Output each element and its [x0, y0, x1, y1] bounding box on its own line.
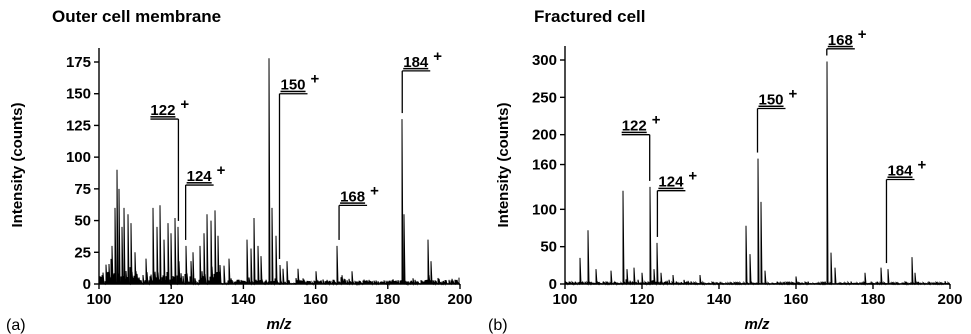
x-tick-label: 160 [783, 291, 808, 308]
annotation-label: 150 [281, 77, 306, 94]
y-tick-label: 0 [549, 276, 557, 293]
axes: 100 120 140 160 180 200 0 25 50 75 100 125 150 175 [66, 48, 473, 308]
peak-annotation-124: 124 + [184, 162, 226, 240]
y-axis-label: Intensity (counts) [9, 102, 26, 227]
x-axis-label: m/z [266, 316, 292, 333]
annotation-label: 122 [150, 102, 175, 119]
peak-annotation-184: 184 + [885, 156, 926, 264]
x-tick-label: 180 [375, 291, 400, 308]
annotation-label: 122 [622, 118, 647, 135]
annotation-charge: + [688, 168, 697, 185]
y-tick-label: 200 [532, 127, 557, 144]
y-tick-label: 160 [532, 157, 557, 174]
y-tick-label: 50 [74, 213, 91, 230]
x-tick-label: 100 [552, 291, 577, 308]
peak-annotation-150: 150 + [756, 86, 798, 153]
annotation-charge: + [858, 26, 867, 43]
y-tick-label: 100 [66, 149, 91, 166]
panel-label: (b) [488, 317, 508, 334]
peak-annotation-168: 168 + [338, 182, 379, 240]
x-tick-label: 120 [629, 291, 654, 308]
annotation-charge: + [433, 48, 442, 65]
peak-annotation-124: 124 + [656, 168, 697, 237]
y-tick-label: 175 [66, 54, 91, 71]
chart-marks: 100 120 140 160 180 200 0 50 100 160 200 250 300 122 +… [532, 26, 963, 308]
annotation-label: 124 [658, 174, 684, 191]
x-tick-label: 200 [937, 291, 962, 308]
peak-annotation-150: 150 + [278, 71, 320, 259]
x-tick-label: 100 [86, 291, 111, 308]
x-axis-label: m/z [744, 316, 770, 333]
annotation-charge: + [917, 156, 926, 173]
peak-annotation-168: 168 + [826, 26, 867, 56]
annotation-charge: + [311, 71, 320, 88]
y-tick-label: 75 [74, 181, 91, 198]
y-axis-label: Intensity (counts) [495, 102, 512, 227]
peak-annotation-122: 122 + [621, 112, 661, 181]
fractured-cell-chart: Fractured cell (b) Intensity (counts) m/… [488, 7, 963, 334]
y-tick-label: 100 [532, 201, 557, 218]
y-tick-label: 150 [66, 86, 91, 103]
y-tick-label: 125 [66, 117, 91, 134]
peak-annotation-184: 184 + [401, 48, 442, 114]
spectrum-panel-a: Outer cell membrane (a) Intensity (count… [0, 0, 485, 334]
x-tick-label: 160 [303, 291, 328, 308]
annotation-label: 184 [403, 54, 429, 71]
peak-annotation-122: 122 + [150, 96, 189, 221]
annotation-charge: + [789, 86, 798, 103]
x-tick-label: 120 [159, 291, 184, 308]
spectrum-panel-b: Fractured cell (b) Intensity (counts) m/… [486, 0, 971, 334]
x-tick-label: 180 [860, 291, 885, 308]
annotation-charge: + [217, 162, 226, 179]
outer-cell-membrane-chart: Outer cell membrane (a) Intensity (count… [6, 7, 473, 334]
chart-title: Fractured cell [534, 7, 646, 26]
annotation-charge: + [180, 96, 189, 113]
chart-title: Outer cell membrane [52, 7, 221, 26]
x-tick-label: 140 [231, 291, 256, 308]
annotation-label: 168 [340, 188, 365, 205]
y-tick-label: 50 [540, 239, 557, 256]
y-tick-label: 25 [74, 244, 91, 261]
annotation-charge: + [370, 182, 379, 199]
spectrum-line [565, 61, 950, 286]
chart-marks: 100 120 140 160 180 200 0 25 50 75 100 125 150 175 122… [66, 48, 473, 308]
panel-label: (a) [6, 317, 26, 334]
y-tick-label: 250 [532, 89, 557, 106]
annotation-charge: + [652, 112, 661, 129]
spectrum-line [99, 58, 460, 286]
y-tick-label: 300 [532, 52, 557, 69]
x-tick-label: 200 [447, 291, 472, 308]
annotation-label: 150 [759, 92, 784, 109]
y-tick-label: 0 [83, 276, 91, 293]
annotation-label: 124 [187, 168, 213, 185]
annotation-label: 184 [887, 162, 913, 179]
annotation-label: 168 [828, 32, 853, 49]
x-tick-label: 140 [706, 291, 731, 308]
